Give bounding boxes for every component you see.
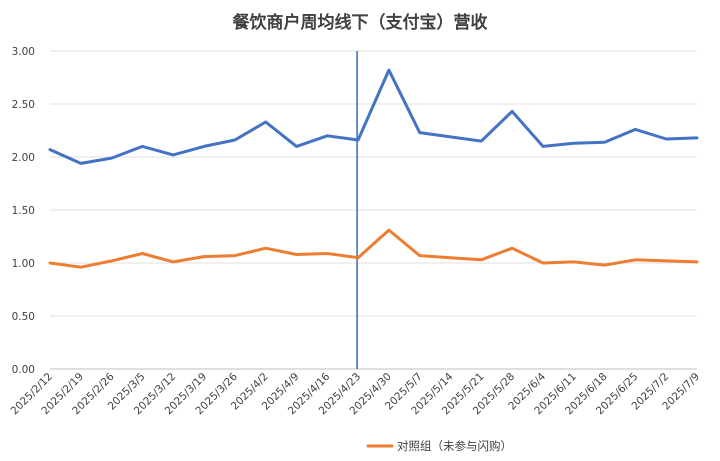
series-line-2 [48,228,699,269]
y-tick-label: 0.50 [12,311,35,323]
y-tick-label: 3.00 [12,46,35,58]
legend: 对照组（未参与闪购） [198,439,512,453]
series-line-1 [48,68,699,165]
y-tick-label: 0.00 [12,364,35,376]
gridlines [50,50,697,370]
x-axis-ticks: 2025/2/122025/2/192025/2/262025/3/52025/… [9,370,703,417]
y-tick-label: 2.50 [12,99,35,111]
y-tick-label: 1.50 [12,205,35,217]
y-tick-label: 2.00 [12,152,35,164]
series-layer [48,68,699,269]
chart-title: 餐饮商户周均线下（支付宝）营收 [232,13,488,33]
y-tick-label: 1.00 [12,258,35,270]
y-axis-ticks: 0.00 0.50 1.00 1.50 2.00 2.50 3.00 [12,46,35,376]
legend-label-series-2: 对照组（未参与闪购） [397,439,512,453]
